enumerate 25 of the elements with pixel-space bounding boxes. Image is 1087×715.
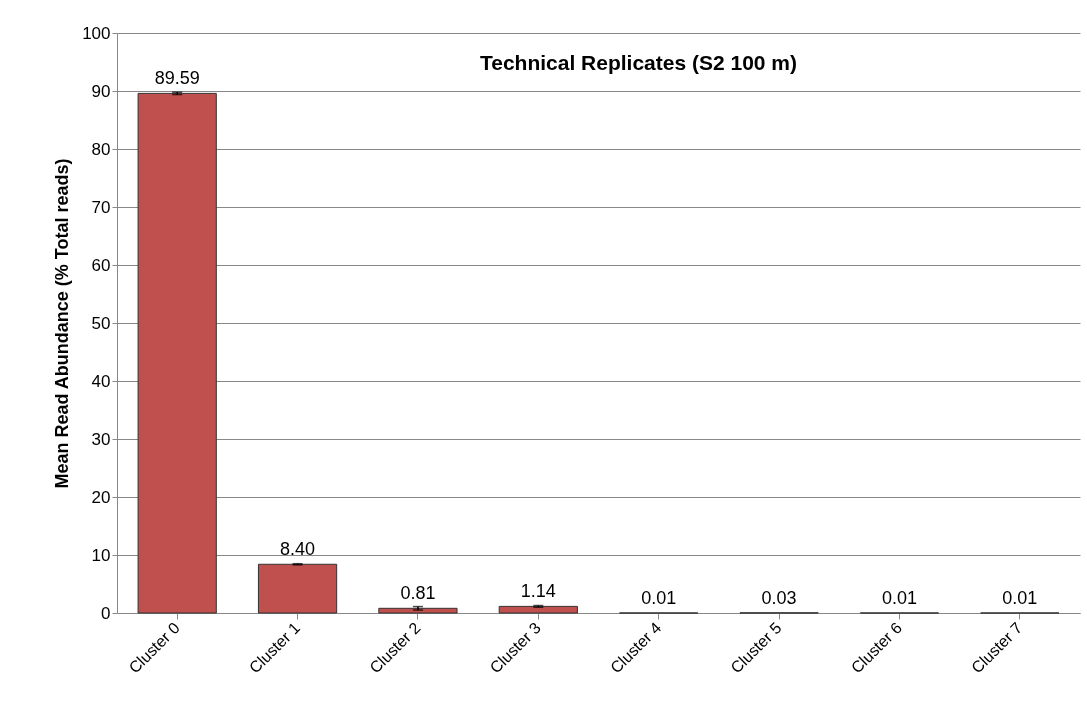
text: Technical Replicates (S2 100 m) [479, 51, 798, 74]
y-tick-label: 60 [91, 255, 111, 275]
bar [257, 563, 338, 614]
y-tick-label: 70 [91, 197, 111, 217]
y-tick-label: 50 [91, 313, 111, 333]
bar [498, 605, 578, 614]
data-label: 0.03 [761, 587, 797, 608]
data-label: 89.59 [154, 68, 200, 89]
data-label: 0.01 [881, 587, 917, 608]
y-tick-label: 10 [91, 545, 111, 565]
data-label: 0.81 [400, 583, 436, 604]
y-tick-label: 30 [91, 429, 111, 449]
bar [137, 92, 217, 614]
data-label: 8.40 [280, 539, 316, 560]
y-tick-label: 100 [82, 23, 111, 43]
y-tick-label: 90 [91, 81, 111, 101]
y-axis-title: Mean Read Abundance (% Total reads) [52, 158, 73, 489]
y-tick-label: 20 [91, 487, 111, 507]
data-label: 0.01 [1002, 587, 1038, 608]
bar [378, 607, 458, 614]
data-label: 1.14 [520, 581, 556, 602]
data-label: 0.01 [641, 587, 677, 608]
y-tick-label: 80 [91, 139, 111, 159]
y-tick-label: 0 [101, 603, 111, 623]
y-tick-label: 40 [91, 371, 111, 391]
